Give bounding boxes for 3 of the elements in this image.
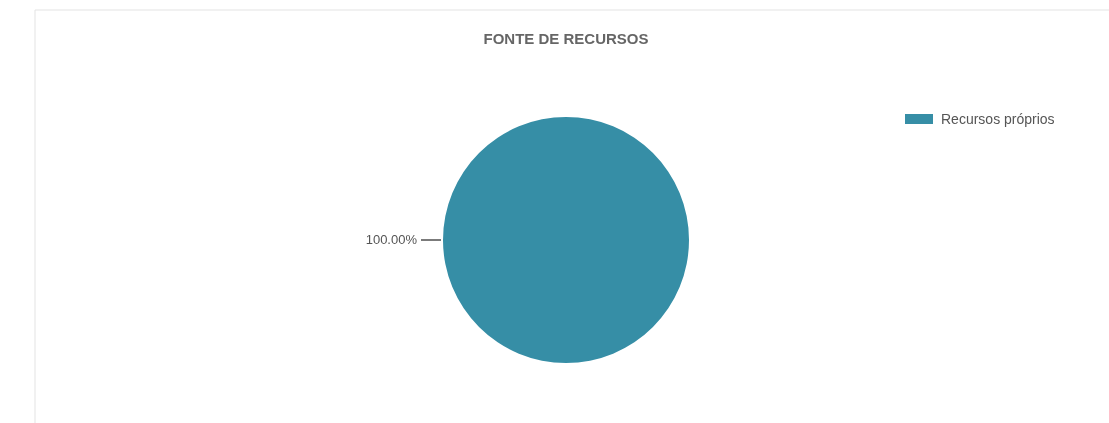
legend-label: Recursos próprios <box>941 111 1055 127</box>
chart-title: FONTE DE RECURSOS <box>483 30 649 47</box>
data-label: 100.00% <box>365 232 418 247</box>
